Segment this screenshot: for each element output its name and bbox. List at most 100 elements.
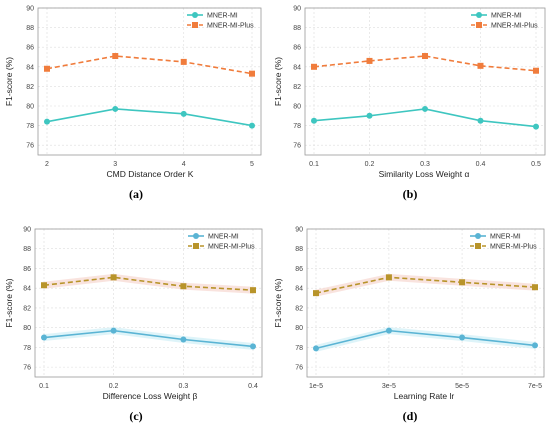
data-point	[180, 283, 187, 290]
x-tick-label: 7e-5	[528, 383, 542, 390]
legend-marker	[192, 12, 198, 18]
series-line-mner-mi	[315, 329, 536, 350]
y-tick-label: 90	[26, 6, 34, 13]
data-point	[366, 112, 373, 119]
x-tick-label: 0.3	[179, 383, 189, 390]
y-tick-label: 76	[293, 143, 301, 150]
y-tick-label: 90	[293, 6, 301, 13]
data-point	[313, 345, 319, 352]
y-tick-label: 88	[293, 25, 301, 32]
series-band	[44, 327, 253, 350]
data-point	[311, 117, 317, 124]
data-point	[532, 342, 538, 349]
x-tick-label: 4	[182, 161, 186, 168]
data-point	[250, 343, 256, 350]
legend-marker	[193, 243, 199, 249]
y-tick-label: 80	[295, 325, 303, 332]
legend-marker	[476, 22, 482, 28]
legend-label: MNER-MI-Plus	[207, 23, 254, 30]
y-tick-label: 76	[23, 365, 31, 372]
series-line-mner-mi	[43, 329, 254, 348]
y-tick-label: 90	[23, 227, 31, 234]
x-axis-label: Similarity Loss Weight α	[379, 169, 470, 179]
data-point	[313, 290, 319, 297]
x-tick-label: 0.5	[531, 161, 541, 168]
data-point	[41, 282, 47, 289]
data-point	[422, 105, 428, 112]
y-axis-label: F1-score (%)	[4, 57, 14, 106]
y-tick-label: 78	[295, 345, 303, 352]
x-tick-label: 0.2	[365, 161, 375, 168]
data-point	[41, 334, 47, 341]
y-tick-label: 80	[26, 104, 34, 111]
data-point	[422, 53, 428, 60]
data-point	[477, 62, 484, 69]
x-tick-label: 3	[113, 161, 117, 168]
series-line-mner-mi-plus	[46, 55, 253, 75]
legend-label: MNER-MI-Plus	[490, 244, 537, 251]
y-tick-label: 78	[26, 123, 34, 130]
y-tick-label: 82	[23, 305, 31, 312]
plot-frame	[37, 7, 262, 156]
plot-frame	[306, 228, 545, 378]
y-tick-label: 84	[23, 286, 31, 293]
data-point	[366, 57, 373, 64]
y-tick-label: 82	[293, 84, 301, 91]
x-tick-label: 0.1	[39, 383, 49, 390]
y-tick-label: 78	[23, 345, 31, 352]
data-point	[110, 274, 117, 281]
data-point	[249, 70, 255, 77]
legend-marker	[475, 233, 481, 239]
x-tick-label: 5	[250, 161, 254, 168]
y-tick-label: 80	[23, 325, 31, 332]
data-point	[532, 284, 538, 291]
panel-caption: (b)	[403, 187, 418, 201]
legend-label: MNER-MI-Plus	[491, 23, 538, 30]
legend-marker	[476, 12, 482, 18]
y-axis-label: F1-score (%)	[4, 278, 14, 327]
y-axis-label: F1-score (%)	[273, 57, 283, 106]
series-line-mner-mi-plus	[313, 55, 537, 72]
x-tick-label: 3e-5	[382, 383, 396, 390]
data-point	[249, 122, 255, 129]
data-point	[44, 118, 50, 125]
x-tick-label: 0.1	[309, 161, 319, 168]
x-axis-label: Difference Loss Weight β	[103, 391, 198, 401]
legend-label: MNER-MI	[208, 234, 239, 241]
data-point	[110, 327, 117, 334]
series-line-mner-mi-plus	[43, 276, 254, 291]
x-axis-label: CMD Distance Order K	[107, 169, 194, 179]
y-tick-label: 88	[26, 25, 34, 32]
data-point	[385, 274, 392, 281]
data-point	[180, 110, 187, 117]
panel-caption: (a)	[129, 187, 143, 201]
series-line-mner-mi	[46, 108, 253, 127]
x-tick-label: 1e-5	[309, 383, 323, 390]
panel-caption: (c)	[129, 409, 142, 423]
data-point	[311, 63, 317, 70]
y-tick-label: 86	[26, 45, 34, 52]
data-point	[533, 123, 539, 130]
legend-label: MNER-MI	[491, 13, 522, 20]
y-tick-label: 84	[293, 64, 301, 71]
chart-panel-c: 76 78 80 82 84 86 88 90 0.1 0.2 0.3 0.4 MNER-MI MNER-…	[4, 227, 263, 423]
y-tick-label: 84	[26, 64, 34, 71]
data-point	[112, 105, 119, 112]
legend-marker	[193, 233, 199, 239]
y-tick-label: 76	[26, 143, 34, 150]
legend-label: MNER-MI	[207, 13, 238, 20]
data-point	[477, 117, 484, 124]
x-tick-label: 0.4	[476, 161, 486, 168]
data-point	[459, 279, 466, 286]
panel-caption: (d)	[403, 409, 418, 423]
data-point	[44, 65, 50, 72]
y-tick-label: 78	[293, 123, 301, 130]
data-point	[385, 327, 392, 334]
y-tick-label: 82	[295, 305, 303, 312]
x-axis-label: Learning Rate lr	[394, 391, 455, 401]
y-axis-label: F1-score (%)	[273, 278, 283, 327]
series-line-mner-mi-plus	[315, 276, 536, 294]
series-band	[44, 273, 253, 294]
plot-frame	[34, 228, 263, 378]
